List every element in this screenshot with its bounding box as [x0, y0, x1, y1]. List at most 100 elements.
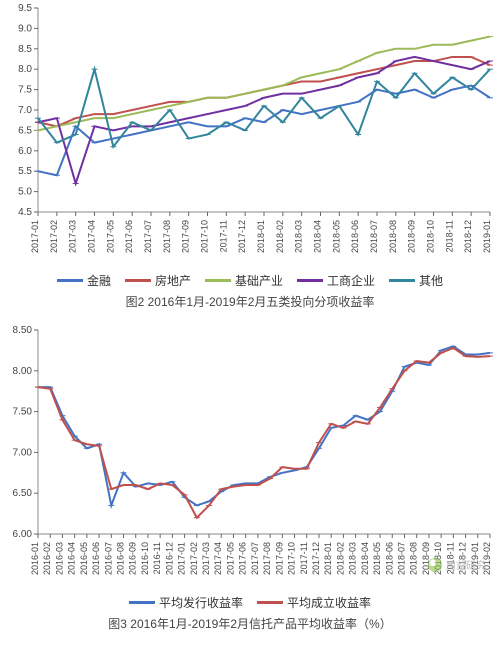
svg-text:2018-02: 2018-02 — [335, 542, 345, 575]
chart1-legend: 金融 房地产 基础产业 工商企业 其他 — [0, 272, 500, 289]
legend-item: 房地产 — [125, 272, 191, 289]
svg-text:2016-05: 2016-05 — [79, 542, 89, 575]
legend-item: 平均成立收益率 — [257, 594, 371, 611]
svg-text:2018-06: 2018-06 — [350, 220, 360, 253]
svg-text:2018-11: 2018-11 — [444, 220, 454, 252]
svg-text:2017-06: 2017-06 — [238, 542, 248, 575]
legend-label: 平均发行收益率 — [159, 594, 243, 611]
legend-label: 基础产业 — [235, 272, 283, 289]
legend-item: 平均发行收益率 — [129, 594, 243, 611]
legend-swatch — [297, 279, 323, 282]
legend-swatch — [125, 279, 151, 282]
svg-text:2017-11: 2017-11 — [218, 220, 228, 252]
svg-text:6.0: 6.0 — [18, 146, 32, 157]
svg-text:2018-05: 2018-05 — [372, 542, 382, 575]
svg-text:2016-12: 2016-12 — [164, 542, 174, 575]
svg-text:8.50: 8.50 — [13, 325, 33, 336]
svg-text:2016-04: 2016-04 — [67, 542, 77, 575]
svg-text:2018-10: 2018-10 — [426, 220, 436, 253]
svg-text:2017-02: 2017-02 — [189, 542, 199, 575]
svg-text:2017-05: 2017-05 — [105, 220, 115, 253]
chart1-caption: 图2 2016年1月-2019年2月五类投向分项收益率 — [0, 293, 500, 310]
svg-text:7.0: 7.0 — [18, 105, 32, 116]
svg-text:2018-05: 2018-05 — [331, 220, 341, 253]
svg-text:9.0: 9.0 — [18, 23, 32, 34]
svg-text:8.5: 8.5 — [18, 44, 32, 55]
legend-swatch — [57, 279, 83, 282]
svg-text:2018-07: 2018-07 — [396, 542, 406, 575]
svg-text:2017-10: 2017-10 — [200, 220, 210, 253]
svg-text:2017-08: 2017-08 — [262, 542, 272, 575]
legend-item: 金融 — [57, 272, 111, 289]
svg-text:2017-08: 2017-08 — [162, 220, 172, 253]
svg-text:2016-08: 2016-08 — [116, 542, 126, 575]
legend-item: 工商企业 — [297, 272, 375, 289]
svg-text:2018-07: 2018-07 — [369, 220, 379, 253]
svg-text:2018-03: 2018-03 — [294, 220, 304, 253]
legend-label: 工商企业 — [327, 272, 375, 289]
chart2-legend: 平均发行收益率 平均成立收益率 — [0, 594, 500, 611]
legend-swatch — [389, 279, 415, 282]
chart2-plot: 6.006.507.007.508.008.502016-012016-0220… — [0, 322, 500, 590]
svg-text:2017-12: 2017-12 — [311, 542, 321, 575]
legend-swatch — [205, 279, 231, 282]
svg-text:2019-01: 2019-01 — [482, 220, 492, 253]
svg-text:2017-07: 2017-07 — [143, 220, 153, 253]
chart1-panel: 4.55.05.56.06.57.07.58.08.59.09.52017-01… — [0, 0, 500, 310]
svg-text:2017-02: 2017-02 — [49, 220, 59, 253]
svg-text:8.00: 8.00 — [13, 366, 33, 377]
legend-label: 金融 — [87, 272, 111, 289]
svg-text:6.00: 6.00 — [13, 529, 33, 540]
svg-text:2016-02: 2016-02 — [42, 542, 52, 575]
legend-label: 平均成立收益率 — [287, 594, 371, 611]
svg-text:2018-04: 2018-04 — [313, 220, 323, 253]
legend-label: 房地产 — [155, 272, 191, 289]
svg-text:2016-09: 2016-09 — [128, 542, 138, 575]
svg-text:2018-12: 2018-12 — [463, 220, 473, 253]
svg-text:2018-01: 2018-01 — [323, 542, 333, 575]
svg-text:2016-01: 2016-01 — [30, 542, 40, 575]
legend-swatch — [129, 601, 155, 604]
svg-text:2018-06: 2018-06 — [384, 542, 394, 575]
svg-text:7.50: 7.50 — [13, 407, 33, 418]
svg-text:2016-06: 2016-06 — [91, 542, 101, 575]
chart2-caption: 图3 2016年1月-2019年2月信托产品平均收益率（%） — [0, 615, 500, 632]
svg-text:2018-03: 2018-03 — [348, 542, 358, 575]
watermark-icon — [428, 558, 442, 572]
svg-text:2018-04: 2018-04 — [360, 542, 370, 575]
svg-text:2016-07: 2016-07 — [103, 542, 113, 575]
svg-text:2016-10: 2016-10 — [140, 542, 150, 575]
svg-text:2017-06: 2017-06 — [124, 220, 134, 253]
watermark-label: 用益研究 — [446, 557, 486, 572]
svg-text:2017-07: 2017-07 — [250, 542, 260, 575]
svg-text:7.00: 7.00 — [13, 447, 33, 458]
svg-text:2017-10: 2017-10 — [287, 542, 297, 575]
watermark: 用益研究 — [428, 557, 486, 572]
svg-text:2016-03: 2016-03 — [54, 542, 64, 575]
svg-text:2018-01: 2018-01 — [256, 220, 266, 253]
svg-text:2018-08: 2018-08 — [388, 220, 398, 253]
legend-swatch — [257, 601, 283, 604]
legend-item: 基础产业 — [205, 272, 283, 289]
svg-text:2018-08: 2018-08 — [409, 542, 419, 575]
svg-text:2017-09: 2017-09 — [181, 220, 191, 253]
legend-item: 其他 — [389, 272, 443, 289]
svg-text:2017-01: 2017-01 — [177, 542, 187, 575]
svg-text:6.50: 6.50 — [13, 488, 33, 499]
svg-text:2017-04: 2017-04 — [213, 542, 223, 575]
svg-text:2017-04: 2017-04 — [87, 220, 97, 253]
svg-text:2017-05: 2017-05 — [225, 542, 235, 575]
svg-text:2016-11: 2016-11 — [152, 542, 162, 574]
svg-text:2017-11: 2017-11 — [299, 542, 309, 574]
chart2-panel: 6.006.507.007.508.008.502016-012016-0220… — [0, 322, 500, 632]
svg-text:5.0: 5.0 — [18, 187, 32, 198]
svg-text:5.5: 5.5 — [18, 166, 32, 177]
svg-text:2017-09: 2017-09 — [274, 542, 284, 575]
svg-text:2018-09: 2018-09 — [407, 220, 417, 253]
svg-text:2017-03: 2017-03 — [68, 220, 78, 253]
svg-text:9.5: 9.5 — [18, 3, 32, 14]
chart1-plot: 4.55.05.56.06.57.07.58.08.59.09.52017-01… — [0, 0, 500, 268]
svg-text:2017-01: 2017-01 — [30, 220, 40, 253]
legend-label: 其他 — [419, 272, 443, 289]
svg-text:2017-12: 2017-12 — [237, 220, 247, 253]
